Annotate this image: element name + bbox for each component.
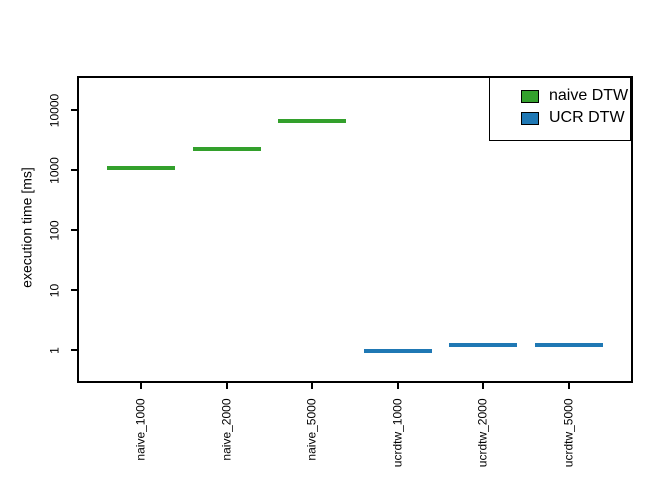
x-tick-mark	[311, 382, 313, 389]
data-mark-ucrdtw_5000	[534, 343, 603, 348]
data-mark-ucrdtw_1000	[363, 348, 432, 353]
y-tick-mark	[71, 289, 78, 291]
x-tick-mark	[396, 382, 399, 389]
y-axis-title: execution time [ms]	[18, 167, 35, 288]
data-mark-ucrdtw_2000	[449, 343, 517, 348]
x-tick-label: ucrdtw_5000	[561, 398, 575, 467]
y-tick-mark	[71, 169, 78, 171]
y-tick-label: 100	[47, 219, 62, 241]
x-tick-mark	[482, 382, 484, 389]
x-tick-label: naive_5000	[304, 398, 319, 461]
legend-label: naive DTW	[549, 87, 629, 104]
plot-area	[77, 76, 633, 383]
x-tick-mark	[225, 382, 228, 389]
data-mark-naive_2000	[192, 146, 261, 151]
y-tick-label: 10	[47, 283, 62, 297]
legend-label: UCR DTW	[549, 109, 625, 126]
legend: naive DTW UCR DTW	[489, 77, 631, 141]
data-mark-naive_1000	[107, 165, 175, 170]
x-tick-mark	[140, 382, 142, 389]
x-tick-label: naive_1000	[133, 398, 148, 461]
legend-swatch	[521, 111, 539, 125]
y-tick-label: 1000	[47, 156, 62, 184]
x-tick-label: ucrdtw_1000	[390, 398, 404, 467]
data-mark-naive_5000	[278, 119, 346, 124]
x-tick-label: naive_2000	[219, 398, 233, 461]
legend-swatch	[521, 89, 539, 103]
x-tick-label: ucrdtw_2000	[475, 398, 490, 467]
y-tick-mark	[71, 109, 78, 111]
y-tick-mark	[71, 229, 78, 231]
y-tick-label: 10000	[47, 93, 62, 127]
y-tick-mark	[71, 349, 78, 351]
y-tick-label: 1	[47, 346, 62, 354]
x-tick-mark	[567, 382, 570, 389]
legend-item: UCR DTW	[490, 107, 630, 129]
legend-item: naive DTW	[490, 85, 630, 107]
